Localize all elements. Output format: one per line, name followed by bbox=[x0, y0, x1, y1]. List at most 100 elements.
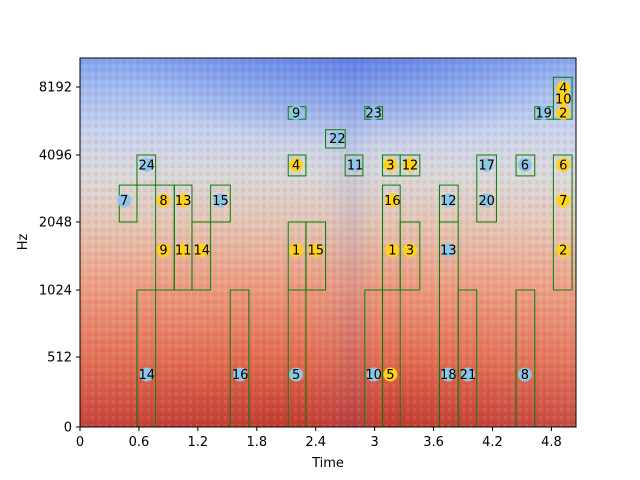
x-tick-label: 1.2 bbox=[188, 435, 209, 450]
marker-label: 9 bbox=[292, 106, 300, 121]
marker-label: 8 bbox=[521, 368, 529, 383]
marker-label: 2 bbox=[559, 106, 567, 121]
marker-dot bbox=[403, 243, 418, 258]
marker-dot bbox=[156, 193, 171, 208]
marker-dot bbox=[139, 367, 154, 382]
x-tick-label: 3.6 bbox=[423, 435, 444, 450]
marker-label: 6 bbox=[559, 158, 567, 173]
region-box bbox=[287, 154, 307, 177]
region-box bbox=[136, 154, 157, 186]
x-tick-label: 0.6 bbox=[129, 435, 150, 450]
plot-frame bbox=[79, 57, 577, 428]
marker-dot bbox=[385, 243, 400, 258]
marker-dot bbox=[556, 91, 571, 106]
marker-label: 18 bbox=[440, 368, 457, 383]
marker-label: 16 bbox=[384, 194, 401, 209]
marker-label: 24 bbox=[139, 158, 156, 173]
marker-label: 21 bbox=[460, 368, 477, 383]
region-box bbox=[305, 221, 327, 291]
marker-label: 7 bbox=[120, 194, 128, 209]
marker-dot bbox=[289, 367, 304, 382]
marker-label: 10 bbox=[365, 368, 382, 383]
region-box bbox=[325, 129, 346, 149]
region-box bbox=[344, 154, 364, 177]
marker-dot bbox=[536, 105, 551, 120]
marker-dot bbox=[308, 243, 323, 258]
marker-label: 4 bbox=[559, 82, 567, 97]
x-tick-label: 4.2 bbox=[482, 435, 503, 450]
marker-label: 1 bbox=[388, 244, 396, 259]
marker-label: 12 bbox=[402, 158, 419, 173]
marker-dot bbox=[441, 243, 456, 258]
marker-dot bbox=[479, 193, 494, 208]
marker-dot bbox=[517, 367, 532, 382]
marker-dot bbox=[176, 243, 191, 258]
marker-dot bbox=[383, 367, 398, 382]
marker-dot bbox=[383, 157, 398, 172]
x-tick-label: 2.4 bbox=[305, 435, 326, 450]
marker-label: 4 bbox=[292, 158, 300, 173]
x-tick-label: 4.8 bbox=[541, 435, 562, 450]
marker-label: 11 bbox=[347, 158, 364, 173]
marker-dot bbox=[289, 157, 304, 172]
region-box bbox=[515, 154, 536, 177]
marker-label: 22 bbox=[329, 132, 346, 147]
marker-label: 20 bbox=[478, 194, 495, 209]
marker-dot bbox=[556, 81, 571, 96]
marker-dot bbox=[156, 243, 171, 258]
marker-dot bbox=[441, 367, 456, 382]
x-tick-label: 3 bbox=[371, 435, 379, 450]
marker-label: 23 bbox=[365, 106, 382, 121]
marker-dot bbox=[517, 157, 532, 172]
y-axis-label: Hz bbox=[16, 234, 31, 251]
marker-dot bbox=[348, 157, 363, 172]
marker-label: 19 bbox=[535, 106, 552, 121]
marker-label: 13 bbox=[440, 244, 457, 259]
marker-dot bbox=[556, 243, 571, 258]
marker-label: 15 bbox=[307, 244, 324, 259]
marker-dot bbox=[289, 243, 304, 258]
marker-label: 12 bbox=[440, 194, 457, 209]
x-tick-label: 0 bbox=[76, 435, 84, 450]
y-tick-label: 4096 bbox=[39, 149, 72, 164]
marker-dot bbox=[556, 193, 571, 208]
marker-dot bbox=[460, 367, 475, 382]
y-tick-label: 0 bbox=[64, 421, 72, 436]
y-axis: 0 512 1024 2048 4096 8192 bbox=[39, 81, 80, 436]
marker-label: 1 bbox=[292, 244, 300, 259]
marker-label: 14 bbox=[139, 368, 156, 383]
marker-label: 8 bbox=[159, 194, 167, 209]
marker-label: 5 bbox=[386, 368, 394, 383]
marker-label: 15 bbox=[212, 194, 229, 209]
y-tick-label: 2048 bbox=[39, 216, 72, 231]
marker-dot bbox=[330, 131, 345, 146]
region-box bbox=[191, 221, 212, 291]
marker-dot bbox=[366, 367, 381, 382]
marker-dot bbox=[366, 105, 381, 120]
marker-label: 11 bbox=[175, 244, 192, 259]
marker-dot bbox=[479, 157, 494, 172]
y-tick-label: 512 bbox=[47, 351, 72, 366]
y-tick-label: 8192 bbox=[39, 81, 72, 96]
marker-dot bbox=[117, 193, 132, 208]
region-box bbox=[476, 154, 497, 223]
marker-dot bbox=[194, 243, 209, 258]
marker-label: 13 bbox=[175, 194, 192, 209]
marker-label: 3 bbox=[386, 158, 394, 173]
marker-label: 5 bbox=[292, 368, 300, 383]
region-box bbox=[552, 154, 573, 291]
x-axis: 0 0.6 1.2 1.8 2.4 3 3.6 4.2 4.8 bbox=[76, 427, 562, 450]
marker-label: 16 bbox=[232, 368, 249, 383]
marker-dot bbox=[556, 105, 571, 120]
marker-dot bbox=[233, 367, 248, 382]
marker-dot bbox=[213, 193, 228, 208]
marker-label: 17 bbox=[478, 158, 495, 173]
marker-dot bbox=[385, 193, 400, 208]
marker-label: 9 bbox=[159, 244, 167, 259]
marker-label: 10 bbox=[555, 92, 572, 107]
marker-label: 2 bbox=[559, 244, 567, 259]
marker-label: 7 bbox=[559, 194, 567, 209]
marker-dot bbox=[441, 193, 456, 208]
x-tick-label: 1.8 bbox=[246, 435, 267, 450]
